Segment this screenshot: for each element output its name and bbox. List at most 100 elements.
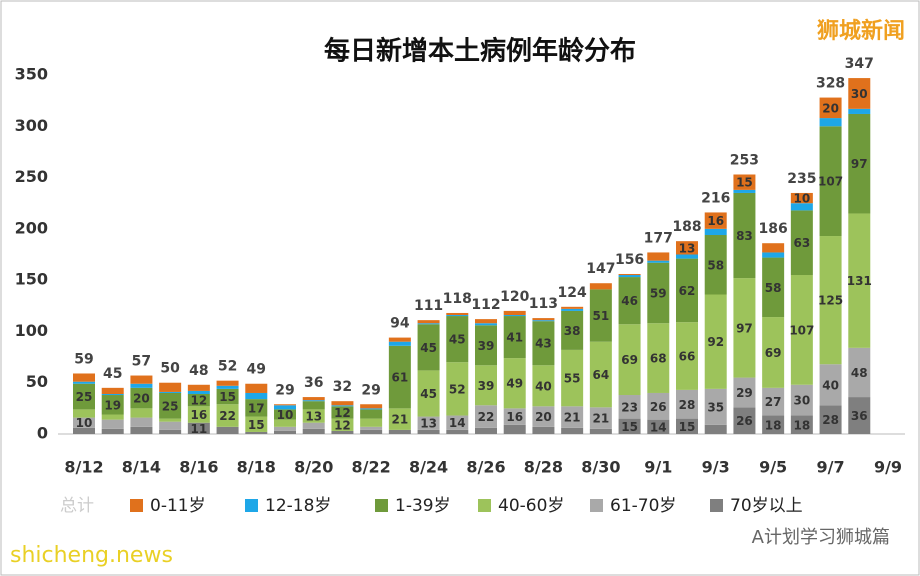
- bar-segment: [187, 390, 210, 394]
- bar-segment: [503, 408, 526, 425]
- segment-label: 51: [593, 309, 610, 323]
- total-label: 347: [845, 56, 874, 72]
- bar-segment: [101, 393, 124, 396]
- y-tick-label: 300: [15, 116, 48, 135]
- segment-label: 16: [506, 410, 523, 424]
- legend-label: 61-70岁: [610, 496, 676, 516]
- bar-segment: [532, 321, 555, 366]
- bar-segment: [503, 315, 526, 317]
- total-label: 124: [558, 285, 587, 301]
- bar-segment: [475, 325, 497, 366]
- bar-segment: [302, 397, 325, 401]
- bar-segment: [647, 252, 670, 261]
- bar-segment: [733, 189, 756, 193]
- bar-segment: [589, 407, 612, 429]
- bar-segment: [848, 113, 871, 214]
- segment-label: 55: [564, 372, 581, 386]
- legend-swatch: [130, 499, 143, 512]
- bar-segment: [561, 306, 584, 309]
- segment-label: 22: [478, 410, 495, 424]
- segment-label: 14: [650, 420, 667, 434]
- bar-segment: [187, 393, 210, 407]
- segment-label: 20: [133, 392, 150, 406]
- bar-segment: [561, 349, 584, 407]
- bar-segment: [274, 404, 296, 406]
- bar-segment: [704, 235, 727, 295]
- bar-segment: [589, 341, 612, 408]
- segment-label: 15: [219, 390, 236, 404]
- segment-label: 23: [621, 400, 638, 414]
- total-label: 45: [103, 366, 122, 382]
- segment-label: 30: [851, 87, 868, 101]
- total-label: 59: [74, 351, 93, 367]
- bar-segment: [676, 389, 698, 419]
- y-tick-label: 50: [26, 372, 48, 391]
- bar-segment: [733, 192, 756, 279]
- segment-label: 29: [736, 386, 753, 400]
- bar-segment: [676, 241, 698, 255]
- segment-label: 107: [789, 323, 814, 337]
- segment-label: 30: [794, 394, 811, 408]
- bar-segment: [475, 323, 497, 326]
- bar-segment: [417, 416, 440, 430]
- bar-segment: [676, 254, 698, 259]
- bar-segment: [331, 405, 354, 407]
- bar-segment: [101, 395, 124, 415]
- bar-segment: [618, 324, 641, 396]
- watermark: shicheng.news: [10, 543, 173, 568]
- bar-segment: [848, 108, 871, 114]
- bar-segment: [589, 283, 612, 290]
- segment-label: 10: [76, 416, 93, 430]
- bar-segment: [704, 212, 727, 229]
- bar-segment: [216, 426, 239, 434]
- bar-segment: [73, 373, 95, 382]
- bar-segment: [216, 380, 239, 386]
- bar-segment: [130, 417, 153, 427]
- segment-label: 16: [191, 408, 208, 422]
- bar-segment: [762, 252, 785, 258]
- bar-segment: [819, 405, 842, 434]
- bar-segment: [331, 401, 354, 406]
- total-label: 156: [615, 252, 644, 268]
- total-label: 186: [759, 221, 788, 237]
- bar-segment: [503, 310, 526, 316]
- bar-segment: [274, 409, 296, 420]
- segment-label: 28: [679, 398, 696, 412]
- segment-label: 20: [535, 410, 552, 424]
- bar-segment: [101, 428, 124, 434]
- bar-segment: [331, 406, 354, 419]
- segment-label: 15: [621, 420, 638, 434]
- segment-label: 13: [679, 241, 696, 255]
- bar-segment: [475, 365, 497, 406]
- bar-segment: [417, 320, 440, 324]
- segment-label: 22: [219, 409, 236, 423]
- bar-segment: [503, 424, 526, 434]
- bar-segment: [274, 419, 296, 427]
- bar-segment: [73, 409, 95, 418]
- segment-label: 12: [191, 394, 208, 408]
- bar-segment: [331, 418, 354, 431]
- bar-segment: [388, 337, 411, 342]
- bar-segment: [790, 415, 813, 434]
- bar-segment: [790, 203, 813, 211]
- x-tick-label: 8/18: [237, 458, 276, 477]
- bar-segment: [331, 430, 354, 434]
- bar-segment: [73, 383, 95, 410]
- segment-label: 15: [679, 420, 696, 434]
- bar-segment: [417, 323, 440, 325]
- bar-segment: [618, 277, 641, 325]
- bar-segment: [762, 317, 785, 388]
- bar-segment: [503, 316, 526, 359]
- segment-label: 26: [736, 414, 753, 428]
- bar-segment: [475, 427, 497, 434]
- bar-segment: [388, 408, 411, 430]
- segment-label: 41: [506, 331, 523, 345]
- bar-segment: [130, 426, 153, 434]
- y-tick-label: 0: [37, 424, 48, 443]
- watermark: A计划学习狮城篇: [752, 527, 890, 548]
- x-tick-label: 8/14: [122, 458, 161, 477]
- total-label: 113: [529, 296, 558, 312]
- total-label: 112: [471, 297, 500, 313]
- bar-segment: [762, 415, 785, 434]
- chart-title: 每日新增本土病例年龄分布: [324, 36, 636, 67]
